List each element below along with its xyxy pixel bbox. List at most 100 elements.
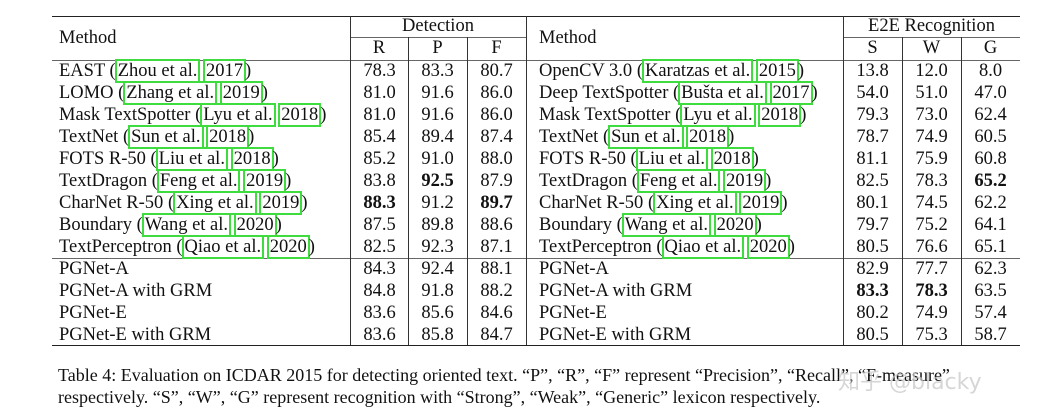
top-rule (52, 16, 1020, 17)
group-separator-rule (52, 258, 1020, 259)
citation-author-link[interactable]: Feng et al. (156, 169, 241, 193)
value-cell: 79.3 (856, 105, 889, 125)
citation-author-link[interactable]: Liu et al. (635, 147, 708, 171)
e2e-subheader-rule (843, 37, 1020, 38)
method-cell: LOMO (Zhang et al. 2019) (59, 81, 268, 105)
method-cell: Boundary (Wang et al. 2020) (59, 213, 282, 237)
citation-year-link[interactable]: 2020 (713, 213, 757, 237)
value-cell: 85.6 (421, 303, 454, 323)
value-cell: 91.6 (421, 105, 454, 125)
citation-year-link[interactable]: 2019 (739, 191, 783, 215)
value-cell: 81.0 (363, 105, 396, 125)
citation-year-link[interactable]: 2019 (243, 169, 287, 193)
method-cell: Deep TextSpotter (Bušta et al. 2017) (539, 81, 818, 105)
col-divider (902, 37, 903, 345)
value-cell: 89.8 (421, 215, 454, 235)
citation-year-link[interactable]: 2017 (202, 59, 246, 83)
citation-author-link[interactable]: Qiao et al. (661, 235, 745, 259)
col-divider (408, 37, 409, 345)
citation-author-link[interactable]: Zhou et al. (114, 59, 201, 83)
citation-year-link[interactable]: 2020 (266, 235, 310, 259)
citation-year-link[interactable]: 2020 (746, 235, 790, 259)
col-divider (467, 37, 468, 345)
value-cell: 62.2 (974, 193, 1007, 213)
value-cell: 75.9 (915, 149, 948, 169)
method-name: PGNet-E with GRM (539, 325, 692, 345)
detection-subheader-rule (350, 37, 526, 38)
value-cell: 8.0 (978, 61, 1003, 81)
value-cell: 74.9 (915, 303, 948, 323)
method-cell: Boundary (Wang et al. 2020) (539, 213, 762, 237)
citation-author-link[interactable]: Xing et al. (653, 191, 737, 215)
method-cell: FOTS R-50 (Liu et al. 2018) (59, 147, 279, 171)
value-cell: 92.4 (421, 259, 454, 279)
method-cell: CharNet R-50 (Xing et al. 2019) (539, 191, 788, 215)
method-cell: PGNet-A (59, 258, 129, 280)
value-cell: 78.3 (915, 171, 948, 191)
value-cell: 91.2 (421, 193, 454, 213)
citation-author-link[interactable]: Lyu et al. (200, 103, 276, 127)
citation-year-link[interactable]: 2018 (230, 147, 274, 171)
col-header-g: G (983, 38, 998, 58)
citation-year-link[interactable]: 2018 (686, 125, 730, 149)
value-cell: 85.8 (421, 325, 454, 345)
method-cell: Mask TextSpotter (Lyu et al. 2018) (59, 103, 327, 127)
citation-year-link[interactable]: 2020 (233, 213, 277, 237)
method-cell: PGNet-E with GRM (539, 324, 691, 346)
citation-author-link[interactable]: Bušta et al. (678, 81, 767, 105)
value-cell: 80.5 (856, 237, 889, 257)
value-cell: 64.1 (974, 215, 1007, 235)
value-cell: 65.2 (974, 171, 1007, 191)
value-cell: 91.8 (421, 281, 454, 301)
citation-year-link[interactable]: 2018 (758, 103, 802, 127)
citation-author-link[interactable]: Lyu et al. (680, 103, 756, 127)
value-cell: 60.5 (974, 127, 1007, 147)
value-cell: 13.8 (856, 61, 889, 81)
value-cell: 83.6 (363, 303, 396, 323)
value-cell: 88.2 (480, 281, 513, 301)
method-name: PGNet-E with GRM (59, 325, 212, 345)
citation-author-link[interactable]: Sun et al. (128, 125, 204, 149)
citation-author-link[interactable]: Liu et al. (155, 147, 228, 171)
method-cell: PGNet-E with GRM (59, 324, 211, 346)
citation-author-link[interactable]: Wang et al. (621, 213, 712, 237)
value-cell: 89.7 (480, 193, 513, 213)
citation-year-link[interactable]: 2017 (769, 81, 813, 105)
citation-author-link[interactable]: Zhang et al. (123, 81, 218, 105)
citation-author-link[interactable]: Feng et al. (636, 169, 721, 193)
col-divider (526, 16, 527, 345)
citation-year-link[interactable]: 2019 (259, 191, 303, 215)
value-cell: 91.6 (421, 83, 454, 103)
value-cell: 82.5 (363, 237, 396, 257)
citation-year-link[interactable]: 2018 (278, 103, 322, 127)
citation-author-link[interactable]: Wang et al. (141, 213, 232, 237)
method-name: Boundary (59, 215, 132, 235)
citation-year-link[interactable]: 2018 (710, 147, 754, 171)
citation-year-link[interactable]: 2015 (755, 59, 799, 83)
citation-year-link[interactable]: 2019 (723, 169, 767, 193)
citation-author-link[interactable]: Xing et al. (173, 191, 257, 215)
method-name: Deep TextSpotter (539, 83, 669, 103)
value-cell: 78.3 (363, 61, 396, 81)
watermark: 知乎 @blacky (838, 370, 982, 395)
method-cell: CharNet R-50 (Xing et al. 2019) (59, 191, 308, 215)
method-name: PGNet-A (539, 259, 609, 279)
method-name: EAST (59, 61, 105, 81)
method-name: TextNet (59, 127, 119, 147)
method-cell: PGNet-E (59, 302, 127, 324)
citation-author-link[interactable]: Sun et al. (608, 125, 684, 149)
citation-author-link[interactable]: Qiao et al. (181, 235, 265, 259)
value-cell: 88.0 (480, 149, 513, 169)
value-cell: 84.3 (363, 259, 396, 279)
col-header-s: S (867, 38, 878, 58)
e2e-recognition-header: E2E Recognition (868, 16, 995, 36)
method-cell: OpenCV 3.0 (Karatzas et al. 2015) (539, 59, 805, 83)
citation-author-link[interactable]: Karatzas et al. (641, 59, 754, 83)
value-cell: 12.0 (915, 61, 948, 81)
citation-year-link[interactable]: 2019 (219, 81, 263, 105)
method-cell: FOTS R-50 (Liu et al. 2018) (539, 147, 759, 171)
value-cell: 84.6 (480, 303, 513, 323)
citation-year-link[interactable]: 2018 (206, 125, 250, 149)
value-cell: 83.6 (363, 325, 396, 345)
value-cell: 87.4 (480, 127, 513, 147)
